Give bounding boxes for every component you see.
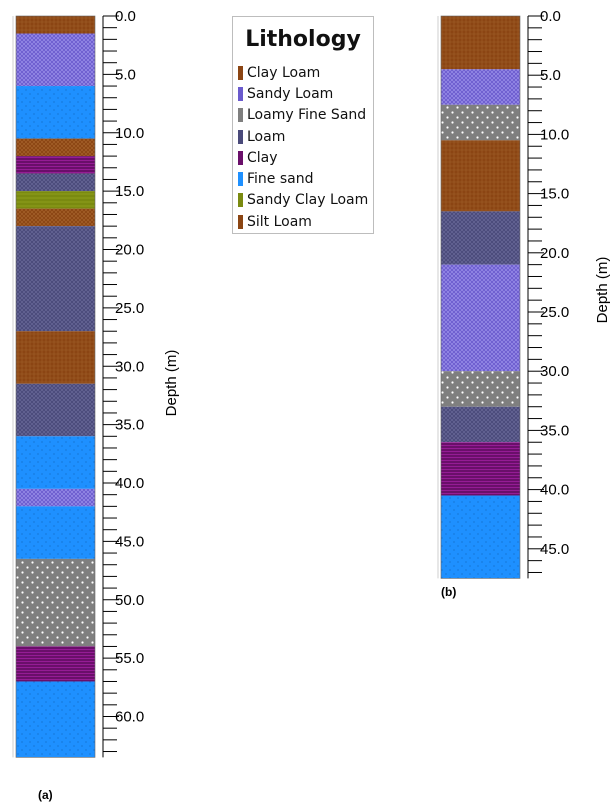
lithology-layer xyxy=(16,331,95,384)
lithology-layer xyxy=(441,211,520,265)
legend-item: Silt Loam xyxy=(233,211,373,232)
legend-label: Silt Loam xyxy=(247,213,312,230)
legend-swatch xyxy=(238,65,243,80)
borehole-log-a: 0.0 5.0 10.0 15.0 20.0 25.0 30.0 35.0 40.0 45.0 50… xyxy=(12,8,180,802)
legend-item: Loamy Fine Sand xyxy=(233,105,373,126)
tick-label: 10.0 xyxy=(115,125,144,142)
tick-label: 35.0 xyxy=(540,422,569,439)
tick-label: 45.0 xyxy=(115,533,144,550)
legend-label: Loamy Fine Sand xyxy=(247,107,367,124)
legend-label: Clay xyxy=(247,149,278,166)
lithology-layer xyxy=(16,33,95,87)
legend-swatch xyxy=(238,214,243,229)
lithology-layer xyxy=(16,488,95,507)
lithology-layer xyxy=(16,226,95,332)
legend-item: Sandy Loam xyxy=(233,83,373,104)
tick-label: 20.0 xyxy=(115,242,144,259)
lithology-layer xyxy=(16,646,95,682)
depth-axis-label: Depth (m) xyxy=(594,257,611,324)
panel-label: (a) xyxy=(38,788,53,802)
tick-label: 30.0 xyxy=(540,363,569,380)
legend-swatch xyxy=(238,86,243,101)
lithology-layer xyxy=(16,506,95,559)
tick-label: 55.0 xyxy=(115,650,144,667)
tick-label: 40.0 xyxy=(540,482,569,499)
lithology-layer xyxy=(16,208,95,227)
legend-swatch xyxy=(238,172,243,187)
tick-label: 25.0 xyxy=(540,304,569,321)
lithology-layer xyxy=(16,156,95,174)
legend-item: Clay Loam xyxy=(233,62,373,83)
lithology-layer xyxy=(16,558,95,647)
legend-items: Clay Loam Sandy Loam Loamy Fine Sand Loam Cl… xyxy=(233,62,373,232)
legend-swatch xyxy=(238,129,243,144)
tick-label: 25.0 xyxy=(115,300,144,317)
lithology-layer xyxy=(16,681,95,758)
tick-label: 45.0 xyxy=(540,541,569,558)
tick-label: 40.0 xyxy=(115,475,144,492)
tick-label: 15.0 xyxy=(115,183,144,200)
tick-label: 35.0 xyxy=(115,417,144,434)
lithology-layer xyxy=(16,16,95,34)
legend-swatch xyxy=(238,150,243,165)
lithology-layer xyxy=(441,16,520,70)
legend-label: Fine sand xyxy=(247,171,314,188)
column-outline xyxy=(440,15,521,579)
tick-label: 0.0 xyxy=(540,8,561,25)
tick-label: 5.0 xyxy=(115,66,136,83)
tick-label: 5.0 xyxy=(540,67,561,84)
legend-item: Clay xyxy=(233,147,373,168)
legend-swatch xyxy=(238,193,243,208)
lithology-layer xyxy=(16,86,95,139)
lithology-layer xyxy=(441,406,520,443)
legend-item: Loam xyxy=(233,126,373,147)
legend-swatch xyxy=(238,108,243,123)
lithology-layer xyxy=(16,173,95,192)
borehole-log-b: 0.0 5.0 10.0 15.0 20.0 25.0 30.0 35.0 40.0 45.0 De… xyxy=(437,8,611,599)
legend-title: Lithology xyxy=(245,27,361,52)
legend-item: Fine sand xyxy=(233,168,373,189)
legend-item: Sandy Clay Loam xyxy=(233,190,373,211)
lithology-layer xyxy=(16,191,95,209)
tick-label: 10.0 xyxy=(540,126,569,143)
legend-label: Sandy Loam xyxy=(247,85,334,102)
tick-label: 30.0 xyxy=(115,358,144,375)
tick-label: 15.0 xyxy=(540,186,569,203)
tick-label: 50.0 xyxy=(115,592,144,609)
tick-label: 0.0 xyxy=(115,8,136,25)
legend-label: Sandy Clay Loam xyxy=(247,192,369,209)
lithology-layer xyxy=(441,104,520,141)
depth-axis-label: Depth (m) xyxy=(163,350,180,417)
lithology-layer xyxy=(441,140,520,212)
lithology-layer xyxy=(441,442,520,496)
tick-label: 60.0 xyxy=(115,709,144,726)
lithology-layer xyxy=(16,138,95,157)
panel-label: (b) xyxy=(441,585,456,599)
lithology-layer xyxy=(441,371,520,407)
lithology-legend: Lithology Clay Loam Sandy Loam Loamy Fine … xyxy=(232,16,374,234)
lithology-layer xyxy=(441,495,520,579)
lithology-layer xyxy=(16,436,95,489)
lithology-layer xyxy=(441,69,520,105)
lithology-layer xyxy=(441,264,520,372)
legend-label: Clay Loam xyxy=(247,64,321,81)
lithology-layer xyxy=(16,383,95,437)
legend-label: Loam xyxy=(247,128,286,145)
column-outline xyxy=(15,15,96,758)
tick-label: 20.0 xyxy=(540,245,569,262)
